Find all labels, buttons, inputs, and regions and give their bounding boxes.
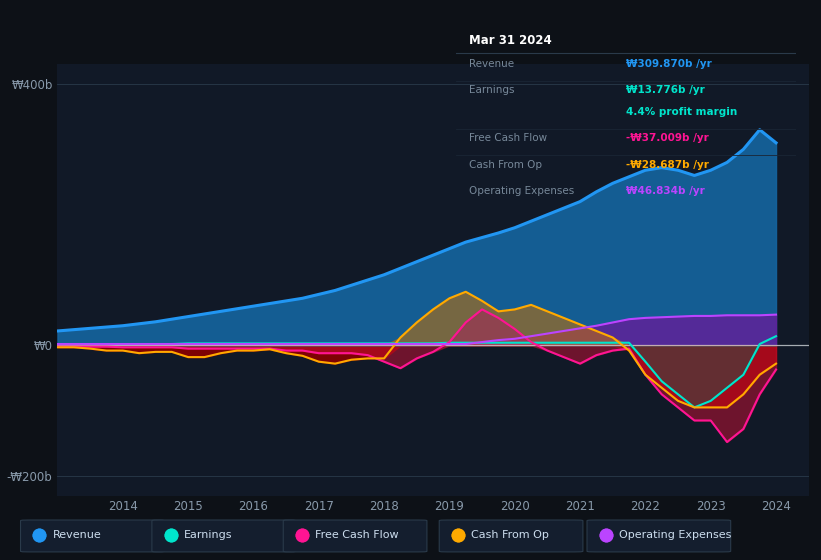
Text: Cash From Op: Cash From Op bbox=[470, 160, 543, 170]
Text: Operating Expenses: Operating Expenses bbox=[619, 530, 732, 540]
FancyBboxPatch shape bbox=[152, 520, 296, 552]
Text: -₩37.009b /yr: -₩37.009b /yr bbox=[626, 133, 709, 143]
FancyBboxPatch shape bbox=[21, 520, 164, 552]
FancyBboxPatch shape bbox=[439, 520, 583, 552]
Text: 4.4% profit margin: 4.4% profit margin bbox=[626, 107, 737, 117]
Text: ₩46.834b /yr: ₩46.834b /yr bbox=[626, 186, 704, 196]
Text: Mar 31 2024: Mar 31 2024 bbox=[470, 35, 552, 48]
Text: Earnings: Earnings bbox=[470, 85, 515, 95]
Text: Cash From Op: Cash From Op bbox=[471, 530, 549, 540]
FancyBboxPatch shape bbox=[283, 520, 427, 552]
Text: ₩309.870b /yr: ₩309.870b /yr bbox=[626, 59, 712, 69]
FancyBboxPatch shape bbox=[587, 520, 731, 552]
Text: -₩28.687b /yr: -₩28.687b /yr bbox=[626, 160, 709, 170]
Text: Revenue: Revenue bbox=[470, 59, 515, 69]
Text: Free Cash Flow: Free Cash Flow bbox=[315, 530, 399, 540]
Text: Operating Expenses: Operating Expenses bbox=[470, 186, 575, 196]
Text: Earnings: Earnings bbox=[184, 530, 232, 540]
Text: ₩13.776b /yr: ₩13.776b /yr bbox=[626, 85, 704, 95]
Text: Free Cash Flow: Free Cash Flow bbox=[470, 133, 548, 143]
Text: Revenue: Revenue bbox=[53, 530, 101, 540]
